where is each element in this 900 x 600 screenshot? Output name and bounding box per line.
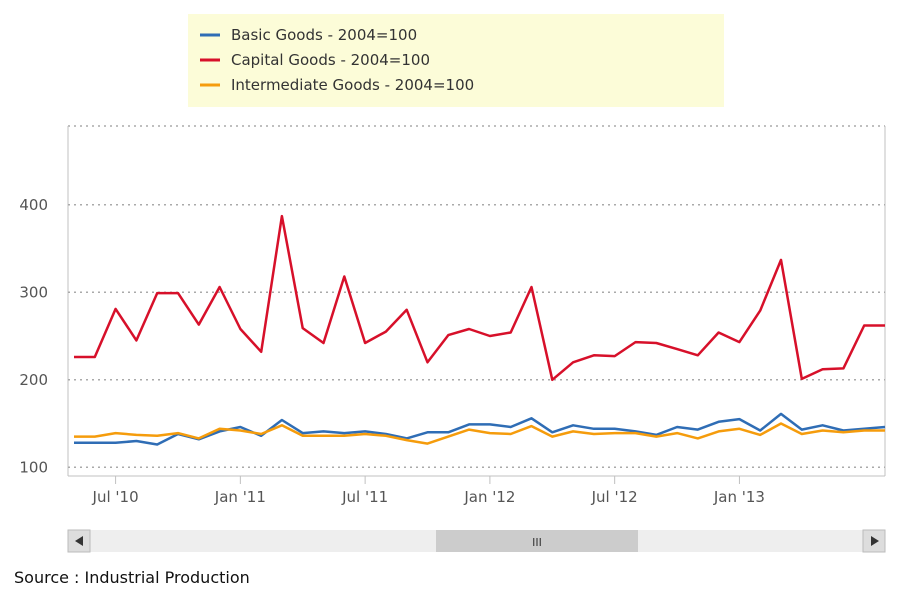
legend-entry-basic[interactable]: Basic Goods - 2004=100 (231, 26, 417, 44)
legend-entry-intermediate[interactable]: Intermediate Goods - 2004=100 (231, 76, 474, 94)
x-tick-label: Jul '11 (341, 488, 388, 506)
grip-icon: III (532, 536, 542, 549)
scrollbar-thumb[interactable]: III (436, 530, 638, 552)
arrow-right-icon (871, 536, 879, 546)
legend-box (188, 14, 724, 107)
series-line-intermediate (74, 422, 885, 445)
x-tick-label: Jul '12 (591, 488, 638, 506)
series-line-capital (74, 214, 885, 382)
y-tick-label: 200 (19, 371, 48, 389)
arrow-left-icon (75, 536, 83, 546)
y-tick-label: 400 (19, 196, 48, 214)
x-tick-label: Jan '13 (713, 488, 765, 506)
series-line-basic (74, 412, 886, 446)
y-tick-label: 300 (19, 283, 48, 301)
scroll-left-button[interactable] (67, 529, 91, 553)
scroll-right-button[interactable] (862, 529, 886, 553)
legend-entry-capital[interactable]: Capital Goods - 2004=100 (231, 51, 430, 69)
x-tick-label: Jan '11 (214, 488, 266, 506)
scrollbar-thumb-bg (436, 530, 638, 552)
x-tick-label: Jan '12 (463, 488, 515, 506)
y-tick-label: 100 (19, 458, 48, 476)
source-label: Source : Industrial Production (14, 568, 250, 587)
x-tick-label: Jul '10 (92, 488, 139, 506)
